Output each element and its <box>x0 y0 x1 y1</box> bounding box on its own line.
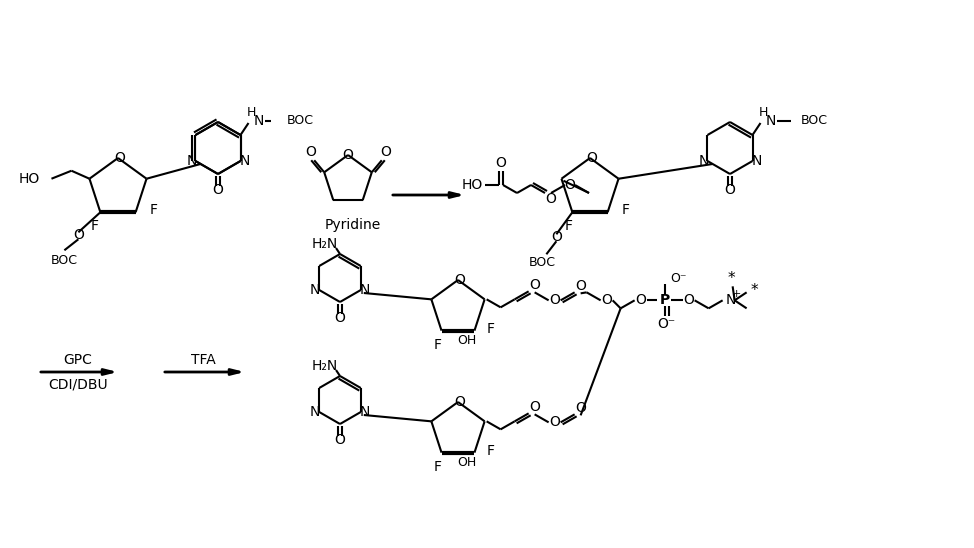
Text: O: O <box>725 183 735 197</box>
Text: HO: HO <box>462 178 483 192</box>
Text: TFA: TFA <box>191 353 215 367</box>
Text: F: F <box>433 338 441 352</box>
Text: O: O <box>455 395 466 409</box>
Text: F: F <box>621 203 629 217</box>
Text: O: O <box>576 279 586 293</box>
Text: O: O <box>549 293 560 307</box>
Text: N: N <box>240 154 249 168</box>
Text: O: O <box>601 293 612 307</box>
Text: H: H <box>246 106 256 119</box>
Text: N: N <box>726 293 735 307</box>
Text: O: O <box>635 293 646 307</box>
Text: O: O <box>334 433 346 447</box>
Text: H: H <box>759 106 768 119</box>
Text: O: O <box>212 183 223 197</box>
Text: O: O <box>551 230 562 244</box>
Text: O: O <box>545 192 556 206</box>
Text: BOC: BOC <box>51 254 78 267</box>
Text: F: F <box>486 444 495 458</box>
Text: F: F <box>486 322 495 336</box>
Text: N: N <box>766 114 775 128</box>
Text: *: * <box>728 271 735 286</box>
Text: N: N <box>310 405 320 419</box>
Text: Pyridine: Pyridine <box>325 218 381 232</box>
Text: N: N <box>698 154 709 168</box>
Text: O: O <box>529 278 540 292</box>
Text: N: N <box>253 114 264 128</box>
Text: H₂N: H₂N <box>312 359 338 373</box>
Text: *: * <box>751 283 759 298</box>
Text: P: P <box>659 293 670 307</box>
Text: HO: HO <box>19 172 40 186</box>
Text: OH: OH <box>458 456 477 469</box>
Text: O⁻: O⁻ <box>657 317 676 332</box>
Text: O: O <box>115 151 126 165</box>
Text: F: F <box>91 219 98 233</box>
Text: O: O <box>529 401 540 414</box>
Text: O: O <box>565 178 576 192</box>
Text: O⁻: O⁻ <box>671 272 687 285</box>
Text: F: F <box>564 219 573 233</box>
Text: O: O <box>496 156 506 170</box>
Text: F: F <box>433 460 441 473</box>
Text: +: + <box>731 289 741 299</box>
Text: O: O <box>586 151 597 165</box>
Text: O: O <box>549 415 560 429</box>
Text: CDI/DBU: CDI/DBU <box>48 378 108 392</box>
Text: BOC: BOC <box>286 115 314 128</box>
Text: OH: OH <box>458 334 477 347</box>
Text: O: O <box>334 311 346 325</box>
Text: N: N <box>310 283 320 297</box>
Text: O: O <box>380 145 392 159</box>
Text: H₂N: H₂N <box>312 237 338 251</box>
Text: O: O <box>305 145 316 159</box>
Text: N: N <box>359 283 370 297</box>
Text: O: O <box>576 401 586 415</box>
Text: BOC: BOC <box>801 115 828 128</box>
Text: O: O <box>73 229 84 242</box>
Text: GPC: GPC <box>63 353 93 367</box>
Text: BOC: BOC <box>529 256 556 269</box>
Text: O: O <box>683 293 694 307</box>
Text: F: F <box>150 203 158 217</box>
Text: N: N <box>751 154 762 168</box>
Text: O: O <box>455 273 466 287</box>
Text: O: O <box>343 148 354 162</box>
Text: N: N <box>186 154 197 168</box>
Text: N: N <box>359 405 370 419</box>
